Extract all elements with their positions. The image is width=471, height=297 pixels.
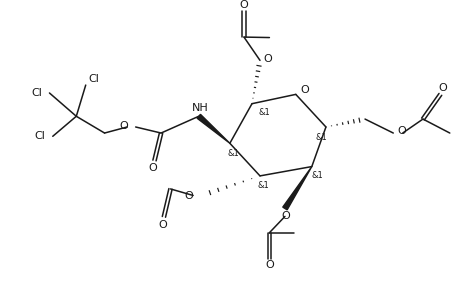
Text: &1: &1 bbox=[316, 133, 327, 142]
Text: O: O bbox=[265, 260, 274, 270]
Text: O: O bbox=[264, 54, 272, 64]
Polygon shape bbox=[197, 114, 230, 143]
Text: O: O bbox=[282, 211, 290, 222]
Text: &1: &1 bbox=[258, 181, 269, 190]
Text: &1: &1 bbox=[312, 171, 323, 180]
Text: Cl: Cl bbox=[88, 75, 99, 84]
Text: O: O bbox=[149, 163, 157, 173]
Text: NH: NH bbox=[192, 103, 209, 113]
Text: Cl: Cl bbox=[35, 131, 46, 141]
Text: O: O bbox=[439, 83, 447, 93]
Text: O: O bbox=[185, 191, 194, 201]
Text: O: O bbox=[240, 0, 248, 10]
Text: &1: &1 bbox=[259, 108, 270, 117]
Text: O: O bbox=[119, 121, 128, 131]
Text: &1: &1 bbox=[228, 149, 239, 158]
Polygon shape bbox=[283, 167, 312, 210]
Text: Cl: Cl bbox=[32, 88, 42, 98]
Text: O: O bbox=[397, 126, 406, 136]
Text: O: O bbox=[158, 220, 167, 230]
Text: O: O bbox=[300, 85, 309, 95]
